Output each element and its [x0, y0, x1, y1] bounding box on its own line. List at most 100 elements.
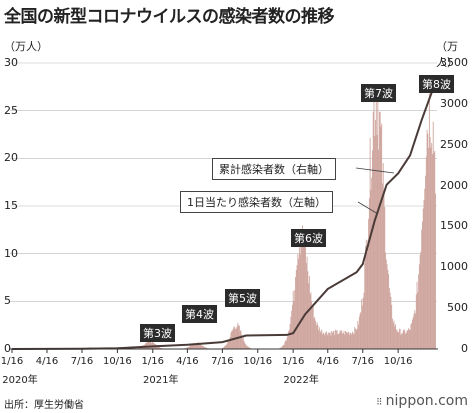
daily-case-bar	[242, 338, 243, 349]
daily-case-bar	[302, 242, 304, 349]
daily-case-bar	[291, 310, 293, 349]
daily-case-bar	[293, 301, 295, 349]
daily-case-bar	[306, 256, 308, 349]
daily-case-bar	[346, 332, 348, 349]
daily-case-bar	[317, 324, 319, 349]
daily-case-bar	[417, 292, 419, 349]
daily-case-bar	[149, 340, 151, 349]
daily-case-bar	[422, 221, 423, 349]
daily-case-bar	[282, 345, 284, 349]
daily-case-bar	[281, 347, 283, 349]
daily-case-bar	[292, 291, 294, 349]
daily-case-bar	[225, 344, 227, 349]
daily-case-bar	[315, 320, 316, 349]
x-tick-label: 4/16	[35, 356, 59, 367]
daily-case-bar	[400, 335, 402, 349]
daily-case-bar	[369, 137, 371, 349]
daily-case-bar	[360, 311, 362, 349]
daily-case-bar	[189, 345, 191, 349]
daily-case-bar	[297, 254, 299, 349]
daily-case-bar	[331, 330, 333, 349]
daily-case-bar	[245, 345, 247, 349]
left-tick-label: 15	[4, 199, 18, 212]
daily-case-bar	[205, 347, 207, 349]
daily-case-bar	[326, 333, 328, 349]
daily-case-bar	[301, 244, 303, 349]
daily-case-bar	[404, 330, 406, 349]
x-tick-label: 7/16	[70, 356, 94, 367]
daily-case-bar	[338, 333, 340, 349]
daily-case-bar	[140, 347, 142, 349]
daily-case-bar	[325, 332, 326, 349]
daily-case-bar	[425, 156, 427, 349]
daily-case-bar	[148, 341, 150, 349]
daily-case-bar	[398, 328, 400, 349]
daily-case-bar	[420, 251, 422, 349]
daily-case-bar	[196, 343, 198, 349]
daily-case-bar	[421, 229, 423, 349]
daily-case-bar	[322, 334, 323, 349]
daily-case-bar	[224, 346, 226, 349]
daily-case-bar	[237, 322, 239, 349]
daily-case-bar	[286, 337, 288, 349]
daily-case-bar	[294, 290, 296, 349]
daily-case-bar	[228, 339, 230, 349]
daily-case-bar	[359, 313, 361, 349]
daily-case-bar	[376, 134, 378, 349]
x-year-label: 2021年	[143, 375, 179, 386]
daily-case-bar	[342, 333, 343, 349]
daily-case-bar	[395, 324, 396, 349]
daily-case-bar	[418, 264, 420, 349]
x-tick-label: 1/16	[281, 356, 305, 367]
x-tick-label: 10/16	[102, 356, 132, 367]
daily-case-bar	[431, 143, 433, 349]
daily-case-bar	[415, 294, 417, 349]
daily-case-bar	[377, 101, 379, 349]
daily-case-bar	[412, 317, 414, 349]
daily-case-bar	[284, 342, 286, 349]
daily-case-bar	[318, 327, 320, 349]
left-tick-label: 10	[4, 246, 18, 260]
daily-case-bar	[367, 240, 369, 349]
wave-label: 第6波	[291, 229, 326, 247]
daily-case-bar	[188, 347, 190, 349]
daily-case-bar	[200, 344, 202, 349]
daily-case-bar	[187, 347, 189, 349]
daily-case-bar	[378, 111, 380, 349]
daily-case-bar	[358, 324, 360, 349]
daily-case-bar	[351, 334, 353, 349]
daily-case-bar	[248, 346, 250, 349]
daily-case-bar	[329, 332, 331, 349]
left-tick-label: 0	[4, 342, 11, 355]
daily-case-bar	[390, 297, 392, 349]
daily-case-bar	[226, 343, 228, 349]
daily-case-bar	[425, 175, 426, 349]
wave-label: 第7波	[361, 84, 396, 102]
daily-case-bar	[370, 189, 372, 349]
daily-case-bar	[372, 150, 373, 349]
daily-case-bar	[430, 147, 432, 349]
daily-case-bar	[341, 330, 343, 349]
daily-case-bar	[381, 123, 383, 349]
daily-case-bar	[279, 347, 281, 349]
daily-case-bar	[358, 316, 360, 349]
daily-case-bar	[434, 150, 436, 349]
daily-case-bar	[308, 276, 310, 349]
daily-case-bar	[415, 313, 416, 349]
daily-case-bar	[432, 121, 434, 349]
daily-case-bar	[288, 331, 290, 349]
daily-case-bar	[242, 336, 244, 349]
wave-label: 第4波	[182, 305, 217, 323]
daily-case-bar	[392, 322, 394, 349]
brand-text: nippon.com	[385, 393, 468, 409]
daily-case-bar	[335, 329, 336, 349]
daily-case-bar	[387, 269, 389, 349]
daily-case-bar	[322, 332, 324, 349]
daily-case-bar	[239, 330, 241, 349]
daily-case-bar	[348, 334, 350, 349]
daily-case-bar	[289, 323, 291, 349]
daily-case-bar	[371, 177, 373, 349]
legend-daily-leader	[357, 201, 379, 215]
daily-case-bar	[318, 330, 320, 349]
